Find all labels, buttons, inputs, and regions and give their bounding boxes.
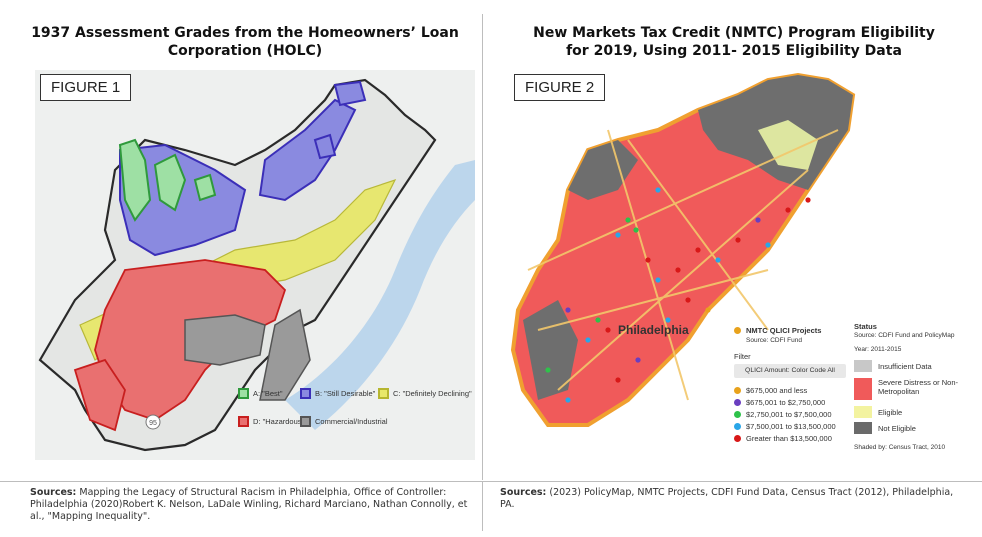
legend-dot (734, 411, 741, 418)
sources-left-text: Mapping the Legacy of Structural Racism … (30, 487, 468, 522)
sources-left-label: Sources: (30, 487, 77, 498)
legend-item-commercial: Commercial/Industrial (300, 416, 388, 427)
project-dots (545, 187, 811, 403)
status-legend: Status Source: CDFI Fund and PolicyMap Y… (854, 322, 974, 472)
figure2-panel: New Markets Tax Credit (NMTC) Program El… (484, 0, 982, 480)
legend-item-a: A: "Best" (238, 388, 283, 399)
zone-a (118, 138, 152, 222)
legend-item-tier3: $2,750,001 to $7,500,000 (734, 410, 832, 419)
figure1-panel: 1937 Assessment Grades from the Homeowne… (0, 0, 482, 480)
figure1-label: FIGURE 1 (40, 74, 132, 101)
zone-a (193, 173, 217, 202)
status-item-distress: Severe Distress or Non-Metropolitan (854, 378, 972, 400)
zone-b (313, 133, 337, 160)
legend-swatch (378, 388, 389, 399)
figure1-title: 1937 Assessment Grades from the Homeowne… (31, 25, 459, 59)
status-item-insufficient: Insufficient Data (854, 360, 932, 372)
status-source: Source: CDFI Fund and PolicyMap (854, 332, 955, 339)
sources-right-label: Sources: (500, 487, 547, 498)
legend-item-tier5: Greater than $13,500,000 (734, 434, 832, 443)
status-item-not-eligible: Not Eligible (854, 422, 916, 434)
legend-swatch (854, 422, 872, 434)
legend-label: C: "Definitely Declining" (393, 389, 472, 398)
status-year: Year: 2011-2015 (854, 346, 902, 353)
legend-item-d: D: "Hazardous" (238, 416, 304, 427)
legend-dot (734, 423, 741, 430)
city-label: Philadelphia (618, 323, 689, 337)
legend-dot (734, 435, 741, 442)
figure2-label: FIGURE 2 (514, 74, 606, 101)
legend-item-b: B: "Still Desirable" (300, 388, 375, 399)
nmtc-map[interactable]: Philadelphia (508, 70, 858, 440)
legend-swatch (238, 388, 249, 399)
river (285, 160, 475, 430)
sources-divider-vertical (482, 481, 483, 531)
legend-swatch (854, 406, 872, 418)
legend-label: Commercial/Industrial (315, 417, 388, 426)
figure1-legend: A: "Best" B: "Still Desirable" C: "Defin… (238, 382, 478, 452)
legend-label: B: "Still Desirable" (315, 389, 376, 398)
roads (527, 129, 839, 401)
route-shield-icon (145, 414, 161, 430)
filter-label: Filter (734, 352, 751, 361)
legend-swatch (300, 388, 311, 399)
legend-swatch (300, 416, 311, 427)
route-label: 95 (149, 420, 157, 427)
legend-label: D: "Hazardous" (253, 417, 305, 426)
legend-swatch (854, 378, 872, 400)
sources-right-text: (2023) PolicyMap, NMTC Projects, CDFI Fu… (500, 487, 954, 510)
sources-left: Sources: Mapping the Legacy of Structura… (30, 487, 470, 523)
filter-select[interactable]: QLICI Amount: Color Code All (734, 364, 846, 378)
projects-legend-title: NMTC QLICI Projects (734, 326, 821, 335)
projects-legend: NMTC QLICI Projects Source: CDFI Fund Fi… (734, 326, 854, 466)
zone-commercial (259, 308, 311, 401)
panel-divider (482, 14, 483, 480)
sources-divider (0, 481, 982, 482)
legend-item-tier2: $675,001 to $2,750,000 (734, 398, 825, 407)
zone-a (153, 153, 187, 212)
legend-item-tier1: $675,000 and less (734, 386, 807, 395)
legend-item-tier4: $7,500,001 to $13,500,000 (734, 422, 836, 431)
zone-b (258, 98, 357, 202)
legend-label: A: "Best" (253, 389, 283, 398)
figure2-title: New Markets Tax Credit (NMTC) Program El… (533, 25, 935, 59)
projects-legend-source: Source: CDFI Fund (746, 337, 802, 344)
legend-dot (734, 327, 741, 334)
holc-map[interactable]: 95 (35, 70, 475, 460)
legend-dot (734, 399, 741, 406)
zone-commercial (184, 314, 266, 366)
shaded-by: Shaded by: Census Tract, 2010 (854, 444, 946, 451)
status-title: Status (854, 322, 877, 331)
zone-b (119, 143, 247, 257)
not-eligible-area (568, 140, 638, 200)
zone-b (333, 80, 367, 107)
not-eligible-area (523, 300, 578, 400)
sources-right: Sources: (2023) PolicyMap, NMTC Projects… (500, 487, 970, 511)
legend-swatch (854, 360, 872, 372)
status-item-eligible: Eligible (854, 406, 902, 418)
legend-item-c: C: "Definitely Declining" (378, 388, 472, 399)
legend-swatch (238, 416, 249, 427)
eligible-area (758, 120, 818, 170)
legend-dot (734, 387, 741, 394)
zone-d (73, 358, 126, 432)
